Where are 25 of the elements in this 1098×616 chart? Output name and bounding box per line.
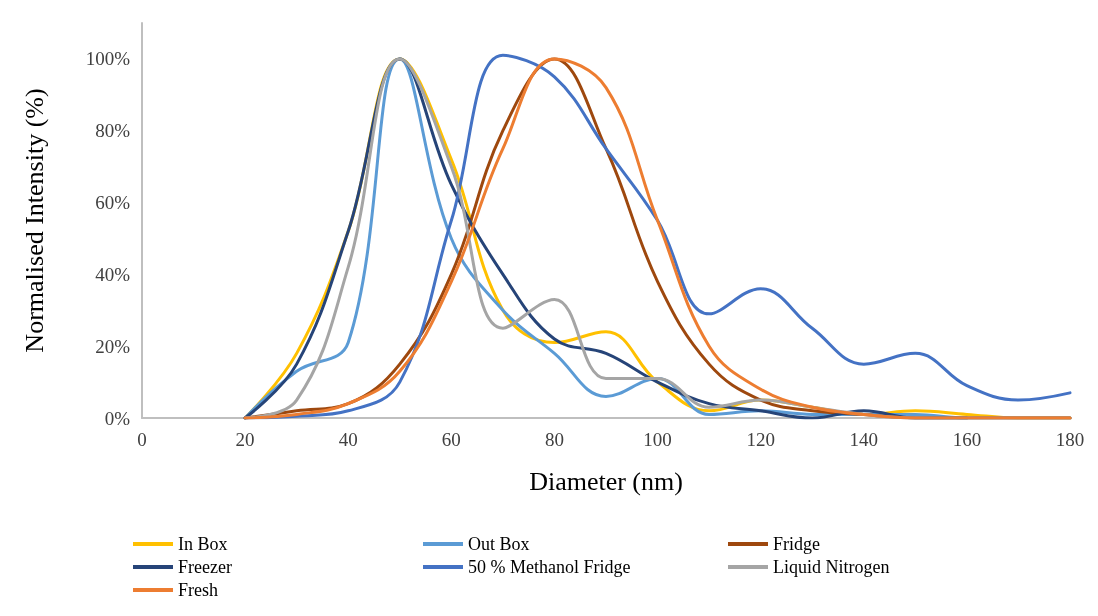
x-tick-label: 100 [643, 429, 672, 450]
legend-label: Fresh [178, 580, 218, 600]
y-tick-label: 0% [104, 407, 131, 429]
x-tick-label: 0 [137, 429, 147, 450]
x-tick-label: 140 [849, 429, 879, 450]
legend-label: In Box [178, 534, 228, 554]
x-tick-label: 40 [338, 429, 358, 450]
x-tick-label: 20 [235, 429, 255, 450]
x-tick-label: 80 [544, 429, 564, 450]
legend-label: Out Box [468, 534, 530, 554]
x-tick-label: 160 [952, 429, 982, 450]
y-tick-label: 80% [95, 120, 131, 142]
y-tick-label: 40% [95, 263, 131, 285]
x-axis-title: Diameter (nm) [529, 466, 683, 496]
y-tick-label: 100% [85, 48, 131, 70]
legend-label: Freezer [178, 557, 232, 577]
x-tick-label: 180 [1055, 429, 1085, 450]
x-tick-label: 60 [441, 429, 461, 450]
y-tick-label: 20% [95, 335, 131, 357]
legend-label: 50 % Methanol Fridge [468, 557, 631, 577]
legend-label: Fridge [773, 534, 821, 554]
y-axis-title: Normalised Intensity (%) [19, 88, 49, 353]
y-tick-label: 60% [95, 192, 131, 214]
legend-label: Liquid Nitrogen [773, 557, 890, 577]
x-tick-label: 120 [746, 429, 775, 450]
